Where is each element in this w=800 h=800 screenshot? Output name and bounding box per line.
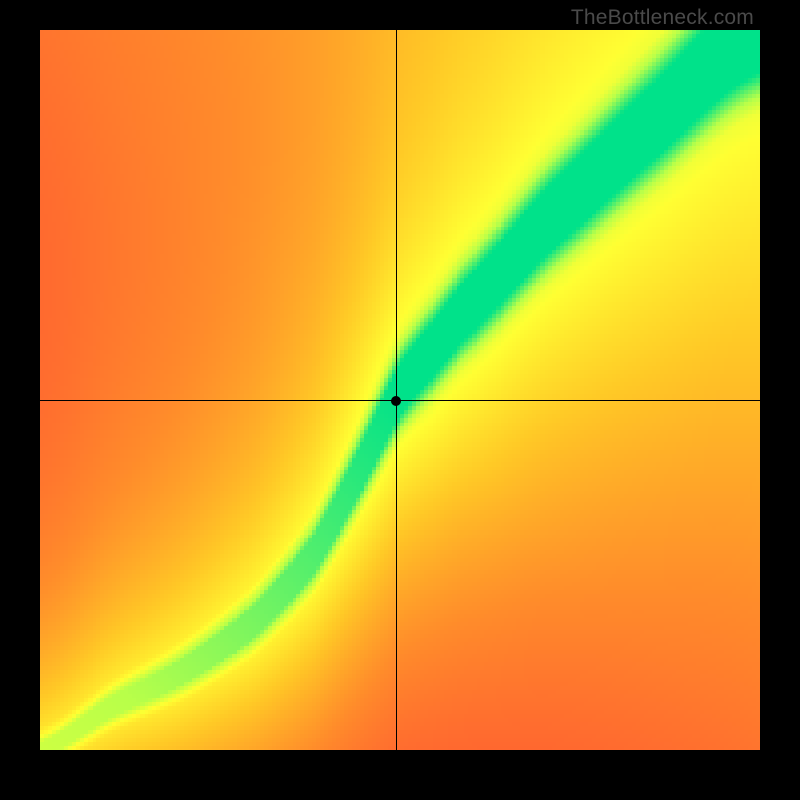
watermark-text: TheBottleneck.com xyxy=(571,6,754,30)
heatmap-plot xyxy=(40,30,760,750)
heatmap-canvas xyxy=(40,30,760,750)
marker-dot xyxy=(391,396,401,406)
crosshair-vertical xyxy=(396,30,397,750)
